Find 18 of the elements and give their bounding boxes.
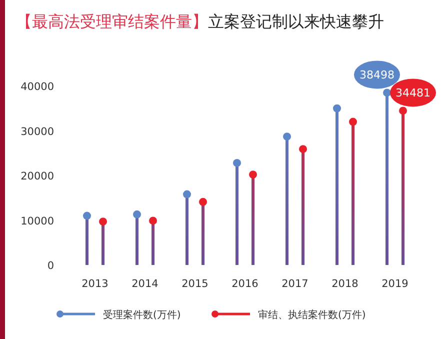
x-tick-label: 2019 [382,278,408,290]
y-tick-label: 30000 [20,126,54,138]
y-tick-label: 20000 [20,170,54,182]
x-tick-label: 2018 [332,278,358,290]
x-tick-label: 2016 [232,278,259,290]
y-tick-label: 10000 [20,215,54,228]
y-tick-label: 40000 [20,81,54,93]
y-tick-label: 0 [47,260,54,272]
data-label: 34481 [396,86,430,100]
x-tick-label: 2017 [282,278,308,290]
legend-label: 审结、执结案件数(万件) [258,309,366,321]
x-tick-label: 2014 [132,278,159,290]
chart-title: 【最高法受理审结案件量】 [16,12,208,31]
chart-subtitle: 立案登记制以来快速攀升 [208,12,384,31]
x-tick-label: 2013 [82,278,108,290]
legend-label: 受理案件数(万件) [103,309,181,321]
data-label: 38498 [360,68,394,82]
x-tick-label: 2015 [182,278,208,290]
